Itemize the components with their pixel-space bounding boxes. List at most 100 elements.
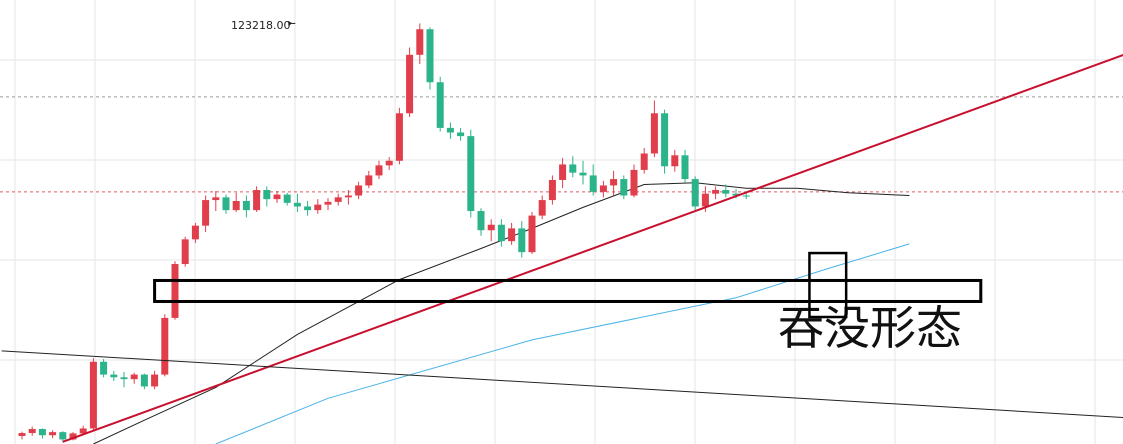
- candle-body: [426, 29, 434, 83]
- reference-lines: [0, 96, 1123, 193]
- candle: [385, 157, 393, 170]
- candle: [375, 160, 383, 180]
- candle: [436, 76, 444, 132]
- candle: [579, 160, 587, 185]
- candle: [120, 371, 128, 388]
- candle: [232, 192, 240, 212]
- candle: [273, 190, 281, 203]
- candle: [416, 23, 424, 64]
- candle: [293, 193, 301, 212]
- trendline-ascending: [62, 53, 1123, 443]
- candle-body: [620, 179, 628, 196]
- candle-body: [385, 160, 393, 166]
- candle-body: [446, 127, 454, 133]
- candle-body: [436, 82, 444, 128]
- candle-body: [283, 194, 291, 203]
- candle: [171, 261, 179, 320]
- candle: [181, 236, 189, 267]
- candle-body: [151, 374, 159, 387]
- candle-body: [477, 211, 485, 231]
- candles: [18, 23, 750, 443]
- candle-body: [712, 190, 720, 194]
- candle: [161, 314, 169, 377]
- candle: [314, 199, 322, 214]
- candle-body: [79, 428, 87, 434]
- candle: [38, 428, 46, 439]
- candle: [59, 431, 67, 443]
- candle-body: [742, 195, 750, 197]
- candle: [599, 180, 607, 198]
- candle-body: [681, 155, 689, 180]
- candle-body: [406, 54, 414, 114]
- candle-body: [181, 239, 189, 265]
- candle: [610, 170, 618, 196]
- candle: [661, 109, 669, 174]
- candle: [334, 193, 342, 206]
- peak-price-label: 123218.00: [231, 19, 291, 32]
- moving-averages: [93, 182, 910, 444]
- candle-body: [732, 193, 740, 196]
- trend-lines: [1, 53, 1123, 443]
- candle-body: [395, 113, 403, 161]
- candle-body: [630, 169, 638, 196]
- candle-body: [487, 224, 495, 231]
- candle: [242, 195, 250, 218]
- candle: [467, 129, 475, 218]
- candle: [548, 175, 556, 205]
- candle: [28, 426, 36, 436]
- candle-body: [528, 215, 536, 253]
- candle-body: [355, 185, 363, 196]
- candle: [538, 195, 546, 220]
- candle-body: [191, 225, 199, 240]
- candle: [324, 198, 332, 211]
- candle: [640, 148, 648, 174]
- candle: [620, 175, 628, 200]
- candle: [508, 222, 516, 245]
- candle: [569, 156, 577, 178]
- candle: [671, 149, 679, 172]
- candle-body: [344, 195, 352, 198]
- candle-body: [661, 113, 669, 167]
- peak-arrow-head: [288, 20, 293, 26]
- candle: [712, 186, 720, 200]
- candle-body: [334, 197, 342, 202]
- candle: [100, 359, 108, 378]
- candle: [518, 221, 526, 258]
- candle-body: [18, 433, 26, 436]
- candle-body: [457, 132, 465, 137]
- candle-body: [314, 204, 322, 211]
- candle: [344, 190, 352, 205]
- candle: [395, 107, 403, 165]
- candle-body: [559, 164, 567, 180]
- candle-body: [416, 29, 424, 55]
- candle-body: [110, 374, 118, 378]
- candle-body: [497, 224, 505, 242]
- candle-body: [650, 113, 658, 154]
- candle: [18, 431, 26, 440]
- candle-body: [232, 200, 240, 211]
- support-zone-box: [153, 278, 983, 303]
- candle-body: [49, 432, 57, 436]
- candle-body: [538, 200, 546, 216]
- candle: [140, 373, 148, 390]
- candle-body: [202, 200, 210, 226]
- candle: [222, 194, 230, 214]
- candle-body: [467, 136, 475, 212]
- candle: [722, 184, 730, 198]
- candle: [283, 192, 291, 206]
- engulfing-highlight-box: [808, 251, 848, 319]
- candle-body: [130, 374, 138, 380]
- annotations: 123218.00 吞没形态: [153, 19, 983, 355]
- candle-body: [599, 185, 607, 192]
- candle: [49, 430, 57, 439]
- candle: [497, 219, 505, 247]
- candle-body: [212, 197, 220, 201]
- candle-body: [120, 377, 128, 380]
- candle-body: [69, 433, 77, 440]
- engulfing-pattern-label: 吞没形态: [778, 301, 962, 355]
- candle-body: [100, 361, 108, 375]
- candle-body: [365, 175, 373, 186]
- candle: [528, 211, 536, 254]
